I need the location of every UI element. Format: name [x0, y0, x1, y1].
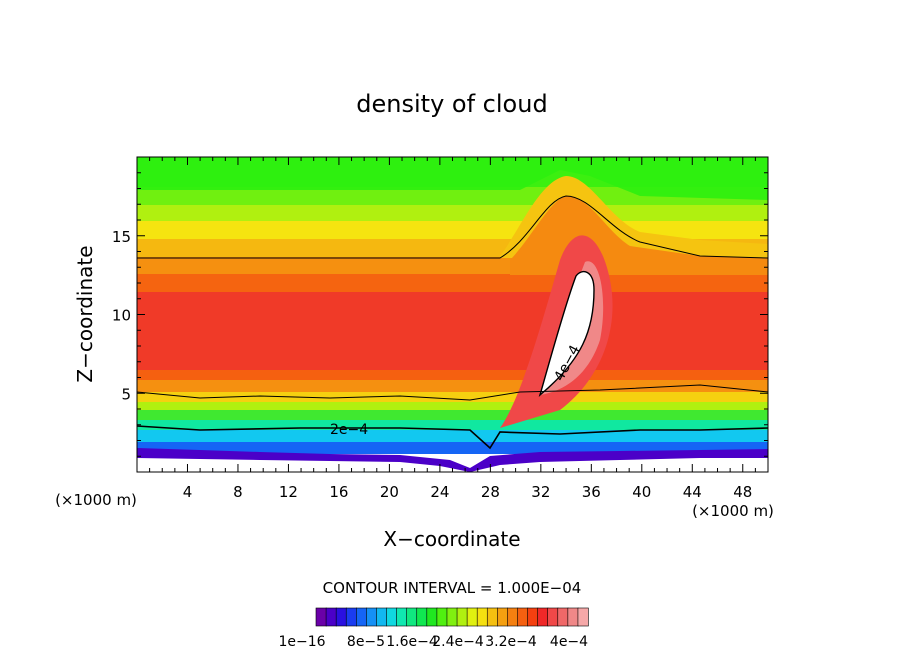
x-tick-label-5: 24 — [430, 483, 449, 501]
upper-green-mass — [137, 157, 768, 200]
colorbar-swatch-20 — [517, 607, 529, 627]
colorbar-swatch-11 — [426, 607, 438, 627]
y-axis: 5 10 15 — [112, 172, 768, 457]
colorbar-swatch-9 — [406, 607, 418, 627]
contour-line-upper — [137, 195, 768, 259]
y-tick-label-1: 10 — [112, 307, 131, 325]
field-band-blue-low — [137, 442, 768, 454]
x-axis: 4 8 12 16 20 24 28 32 36 40 44 48 — [149, 157, 756, 501]
field-band-lightgreen — [137, 187, 768, 205]
colorbar-swatch-2 — [335, 607, 347, 627]
field-band-darkorange — [137, 274, 768, 292]
colorbar-swatch-15 — [466, 607, 478, 627]
colorbar-tick-label-1: 8e−5 — [347, 634, 385, 650]
field-band-cyan-low — [137, 430, 768, 442]
colorbar-swatch-21 — [527, 607, 539, 627]
y-tick-label-0: 5 — [121, 385, 131, 403]
x-unit-right: (×1000 m) — [692, 502, 774, 520]
colorbar-tick-label-3: 2.4e−4 — [432, 634, 484, 650]
colorbar-swatch-22 — [537, 607, 549, 627]
colorbar-swatch-5 — [366, 607, 378, 627]
colorbar-swatch-25 — [567, 607, 579, 627]
colorbar-tick-label-5: 4e−4 — [550, 634, 588, 650]
colorbar-swatch-17 — [486, 607, 499, 627]
colorbar-tick-label-4: 3.2e−4 — [485, 634, 537, 650]
colorbar-swatch-24 — [557, 607, 569, 627]
colorbar-swatch-18 — [497, 607, 509, 627]
x-tick-label-3: 16 — [329, 483, 348, 501]
x-tick-label-6: 28 — [481, 483, 500, 501]
surface-fringe — [137, 448, 768, 472]
colorbar-swatch-4 — [355, 607, 368, 627]
chart-title: density of cloud — [356, 90, 547, 118]
field-band-teal-low — [137, 420, 768, 430]
colorbar-tick-label-0: 1e−16 — [278, 634, 325, 650]
colorbar-swatch-7 — [386, 607, 398, 627]
colorbar-swatch-23 — [547, 607, 559, 627]
x-tick-label-1: 8 — [233, 483, 243, 501]
x-tick-label-10: 44 — [683, 483, 702, 501]
colorbar-swatch-6 — [376, 607, 388, 627]
field-band-yellow — [137, 221, 768, 239]
y-tick-label-2: 15 — [112, 228, 131, 246]
contour-lines — [137, 195, 768, 450]
x-tick-label-7: 32 — [531, 483, 550, 501]
field-band-yellowgreen — [137, 205, 768, 221]
colorbar — [315, 607, 589, 627]
contour-line-2e-4 — [137, 425, 768, 450]
field-band-green-low — [137, 402, 768, 410]
colorbar-swatch-14 — [456, 607, 468, 627]
x-tick-label-11: 48 — [733, 483, 752, 501]
contour-field — [137, 157, 768, 472]
contour-line-4e-4 — [538, 270, 595, 397]
field-band-red — [137, 292, 768, 370]
colorbar-swatch-0 — [315, 607, 327, 627]
colorbar-swatch-1 — [325, 607, 337, 627]
colorbar-swatch-3 — [345, 607, 357, 627]
colorbar-swatch-10 — [416, 607, 428, 627]
x-tick-label-0: 4 — [183, 483, 193, 501]
colorbar-ticks: 1e−16 8e−5 1.6e−42.4e−4 3.2e−4 4e−4 — [278, 634, 588, 650]
updraft-core-white — [540, 271, 594, 395]
field-band-yellow-low — [137, 392, 768, 402]
colorbar-swatch-16 — [476, 607, 488, 627]
x-tick-label-4: 20 — [380, 483, 399, 501]
colorbar-swatch-19 — [507, 607, 519, 627]
field-band-green2-low — [137, 410, 768, 420]
x-tick-label-8: 36 — [582, 483, 601, 501]
x-tick-label-9: 40 — [632, 483, 651, 501]
y-axis-label: Z−coordinate — [73, 245, 97, 382]
contour-interval-text: CONTOUR INTERVAL = 1.000E−04 — [323, 579, 582, 597]
field-band-red-low — [137, 370, 768, 380]
contour-line-mid — [137, 384, 768, 401]
colorbar-tick-label-2: 1.6e−4 — [386, 634, 438, 650]
colorbar-swatch-8 — [396, 607, 408, 627]
colorbar-swatch-26 — [577, 607, 589, 627]
colorbar-swatch-13 — [446, 607, 458, 627]
x-unit-left: (×1000 m) — [55, 491, 137, 509]
contour-label-2e-4: 2e−4 — [330, 422, 368, 438]
x-axis-label: X−coordinate — [383, 527, 520, 551]
x-tick-label-2: 12 — [279, 483, 298, 501]
colorbar-swatch-12 — [436, 607, 448, 627]
